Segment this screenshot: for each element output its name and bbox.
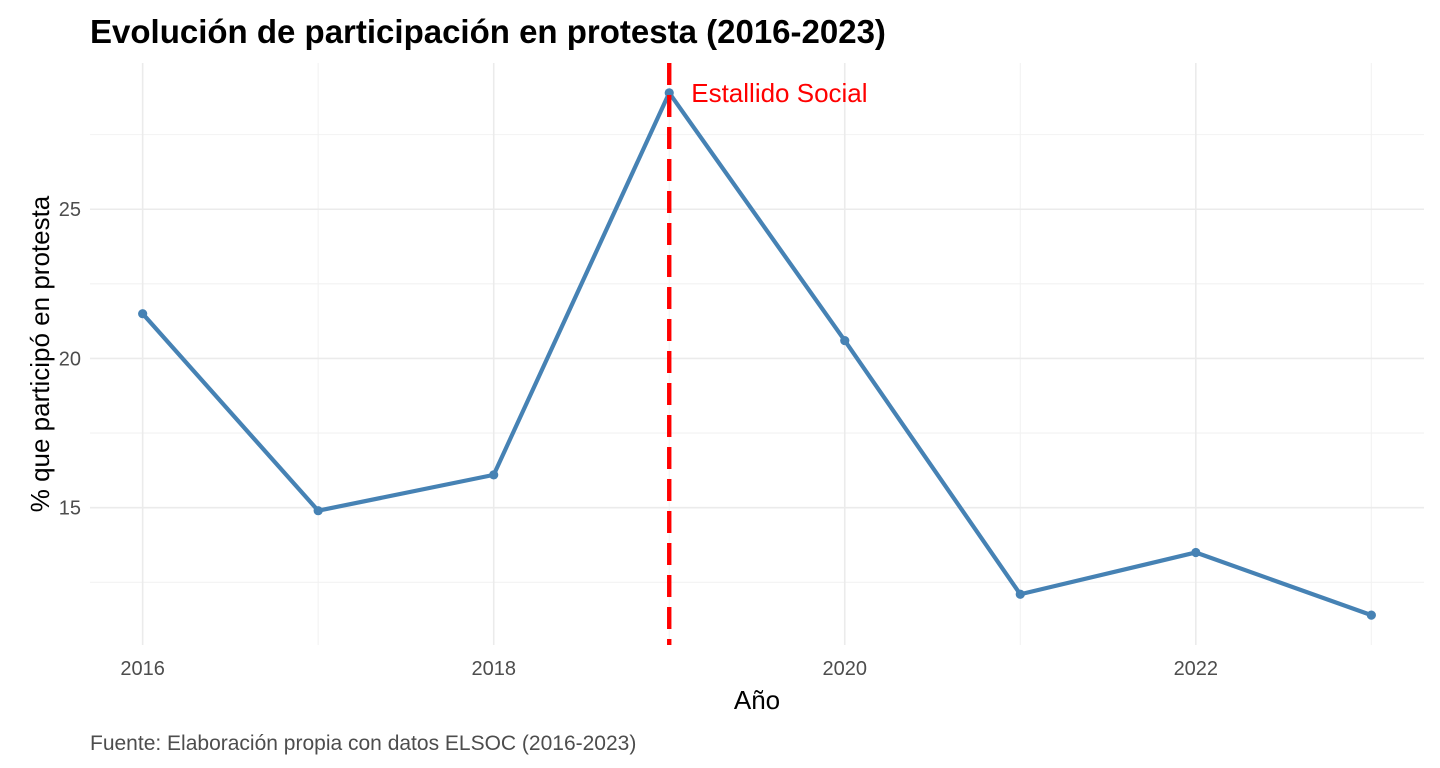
series-layer xyxy=(138,88,1376,620)
x-tick-label: 2018 xyxy=(471,658,516,680)
data-point xyxy=(489,470,499,480)
x-tick-label: 2022 xyxy=(1174,658,1219,680)
y-tick-label: 20 xyxy=(59,348,81,370)
data-point xyxy=(1015,589,1025,599)
x-tick-label: 2016 xyxy=(120,658,165,680)
data-point xyxy=(1366,610,1376,620)
series-line xyxy=(140,90,1374,618)
data-point xyxy=(313,506,323,516)
data-point xyxy=(1191,547,1201,558)
data-point xyxy=(840,335,850,346)
tick-labels: 2016 2018 2020 2022 15 20 25 xyxy=(59,199,1218,680)
data-point xyxy=(138,309,148,319)
y-axis-title: % que participó en protesta xyxy=(25,195,55,512)
x-tick-label: 2020 xyxy=(823,658,868,680)
y-tick-label: 25 xyxy=(59,199,81,221)
chart-title: Evolución de participación en protesta (… xyxy=(90,13,886,50)
chart-caption: Fuente: Elaboración propia con datos ELS… xyxy=(90,732,636,755)
y-tick-label: 15 xyxy=(59,498,81,520)
grid xyxy=(90,63,1424,645)
x-axis-title: Año xyxy=(734,685,780,715)
data-point xyxy=(664,88,674,98)
annotation-label: Estallido Social xyxy=(691,78,867,108)
